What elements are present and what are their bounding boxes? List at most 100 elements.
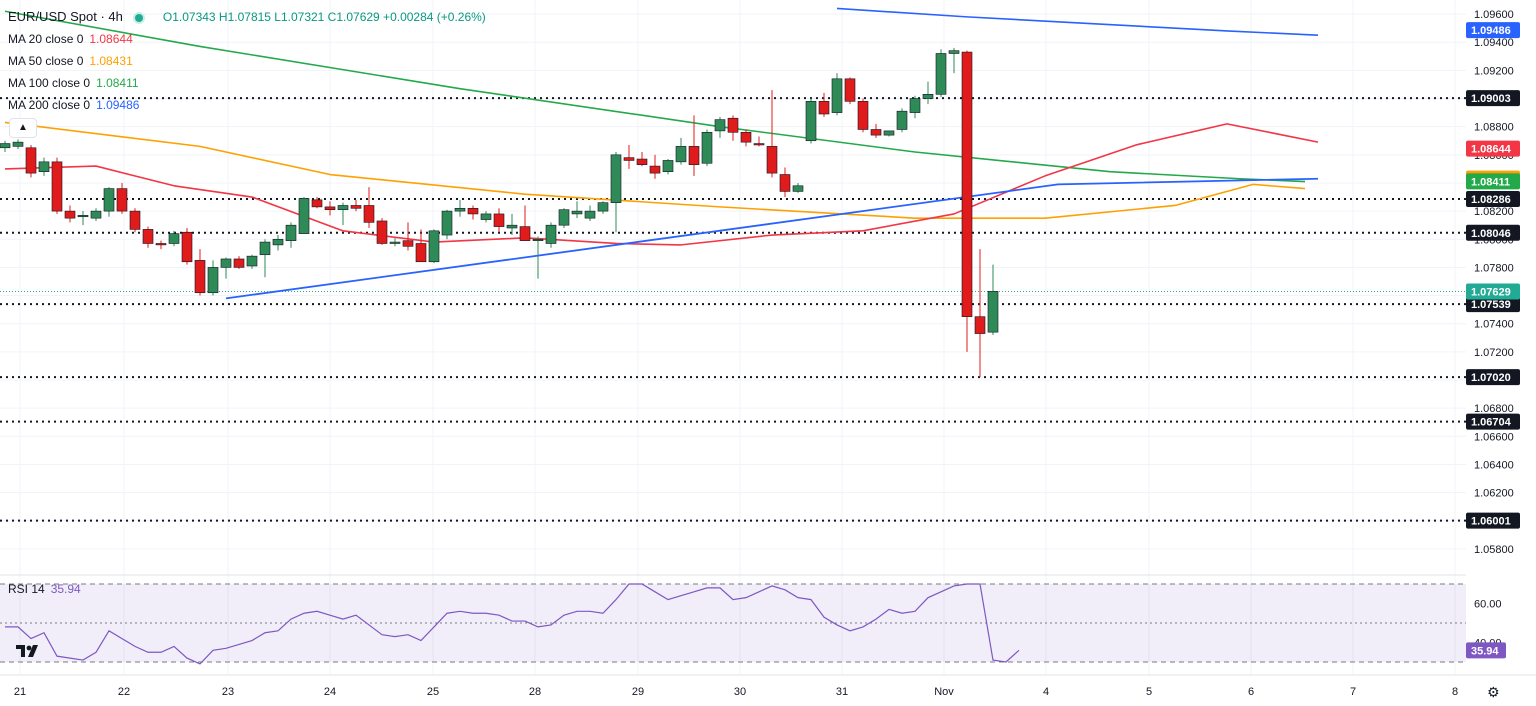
candle xyxy=(480,211,492,223)
candle xyxy=(415,229,427,263)
candle xyxy=(194,249,206,296)
candle-body xyxy=(922,93,934,99)
candle-body xyxy=(818,101,830,115)
candle xyxy=(129,208,141,233)
candle-body xyxy=(844,78,856,102)
level-price-tag-bg xyxy=(1466,224,1520,241)
candle-body xyxy=(857,101,869,130)
time-tick-label: 6 xyxy=(1248,686,1254,698)
legend-ma20-value: 1.08644 xyxy=(89,32,133,46)
candle xyxy=(220,257,232,279)
ma50-line xyxy=(4,121,1306,219)
rsi-legend[interactable]: RSI 14 35.94 xyxy=(8,582,81,596)
candle-body xyxy=(181,231,193,263)
candle-body xyxy=(389,241,401,244)
price-tick-label: 1.09200 xyxy=(1474,65,1514,77)
candle xyxy=(103,187,115,217)
candle-body xyxy=(363,205,375,223)
candle-body xyxy=(480,213,492,220)
candle xyxy=(142,226,154,248)
candle xyxy=(116,182,128,214)
time-tick-label: 29 xyxy=(632,686,644,698)
candle xyxy=(272,235,284,251)
legend-ma200[interactable]: MA 200 close 0 1.09486 xyxy=(8,97,139,113)
candle-body xyxy=(766,146,778,174)
candle-body xyxy=(714,119,726,132)
tradingview-logo-icon[interactable] xyxy=(14,642,42,662)
candle xyxy=(168,230,180,247)
candle-body xyxy=(415,243,427,263)
level-price-tag-bg xyxy=(1466,369,1520,386)
time-tick-label: Nov xyxy=(934,686,954,698)
legend-ma100[interactable]: MA 100 close 0 1.08411 xyxy=(8,75,139,91)
candle xyxy=(922,81,934,105)
candle xyxy=(12,139,24,150)
ma-price-tag: 1.08644 xyxy=(1471,144,1512,156)
candle xyxy=(545,222,557,248)
candle-body xyxy=(792,185,804,192)
gear-icon[interactable]: ⚙ xyxy=(1487,684,1500,700)
candle xyxy=(311,197,323,209)
candle xyxy=(428,229,440,264)
price-axis-bg xyxy=(1466,0,1536,706)
candle-body xyxy=(129,210,141,230)
candle-body xyxy=(90,210,102,219)
level-price-tag: 1.09003 xyxy=(1471,93,1511,105)
candle xyxy=(324,201,336,216)
candle xyxy=(610,152,622,233)
candle xyxy=(467,205,479,220)
ma20-line xyxy=(4,123,1319,246)
legend-ma200-label: MA 200 close 0 xyxy=(8,98,91,112)
price-tick-label: 1.06600 xyxy=(1474,431,1514,443)
candle-body xyxy=(428,230,440,263)
candle-body xyxy=(103,188,115,212)
candle xyxy=(883,130,895,137)
time-tick-label: 5 xyxy=(1146,686,1152,698)
legend-ma20[interactable]: MA 20 close 0 1.08644 xyxy=(8,31,133,47)
candle-body xyxy=(298,198,310,234)
candle-body xyxy=(987,291,999,333)
candle xyxy=(350,199,362,212)
candle-body xyxy=(454,207,466,212)
rsi-legend-value: 35.94 xyxy=(50,582,81,596)
candle xyxy=(25,144,37,178)
time-tick-label: 24 xyxy=(324,686,336,698)
candle-body xyxy=(935,53,947,95)
candle-body xyxy=(883,130,895,136)
candle-body xyxy=(675,146,687,163)
price-tick-label: 1.07200 xyxy=(1474,347,1514,359)
candle-body xyxy=(623,157,635,161)
rsi-value-tag-bg xyxy=(1466,642,1506,659)
legend-ma50[interactable]: MA 50 close 0 1.08431 xyxy=(8,53,133,69)
candle-body xyxy=(337,205,349,211)
candle xyxy=(727,115,739,141)
candle-body xyxy=(116,188,128,212)
candle xyxy=(64,205,76,223)
candle xyxy=(363,187,375,228)
candle xyxy=(51,157,63,214)
candle-body xyxy=(376,220,388,244)
candle xyxy=(662,159,674,175)
time-axis: 21 22 23 24 25 28 29 30 31 Nov 4 5 6 7 8 xyxy=(0,674,1536,698)
candle-body xyxy=(77,215,89,218)
time-tick-label: 30 xyxy=(734,686,746,698)
candle-body xyxy=(324,206,336,211)
candle xyxy=(181,228,193,265)
candle xyxy=(298,197,310,234)
candle xyxy=(584,205,596,221)
candle-body xyxy=(12,141,24,147)
candle-body xyxy=(636,158,648,165)
candle-body xyxy=(649,165,661,174)
candle xyxy=(597,201,609,214)
candle xyxy=(909,95,921,119)
candle xyxy=(233,256,245,269)
rsi-legend-label: RSI 14 xyxy=(8,582,45,596)
candle-body xyxy=(662,160,674,173)
candle-body xyxy=(220,258,232,268)
candle-body xyxy=(259,241,271,256)
price-tick-label: 1.09400 xyxy=(1474,37,1514,49)
candle xyxy=(246,254,258,269)
chevron-up-icon[interactable]: ▲ xyxy=(9,118,37,138)
candle-body xyxy=(402,240,414,247)
